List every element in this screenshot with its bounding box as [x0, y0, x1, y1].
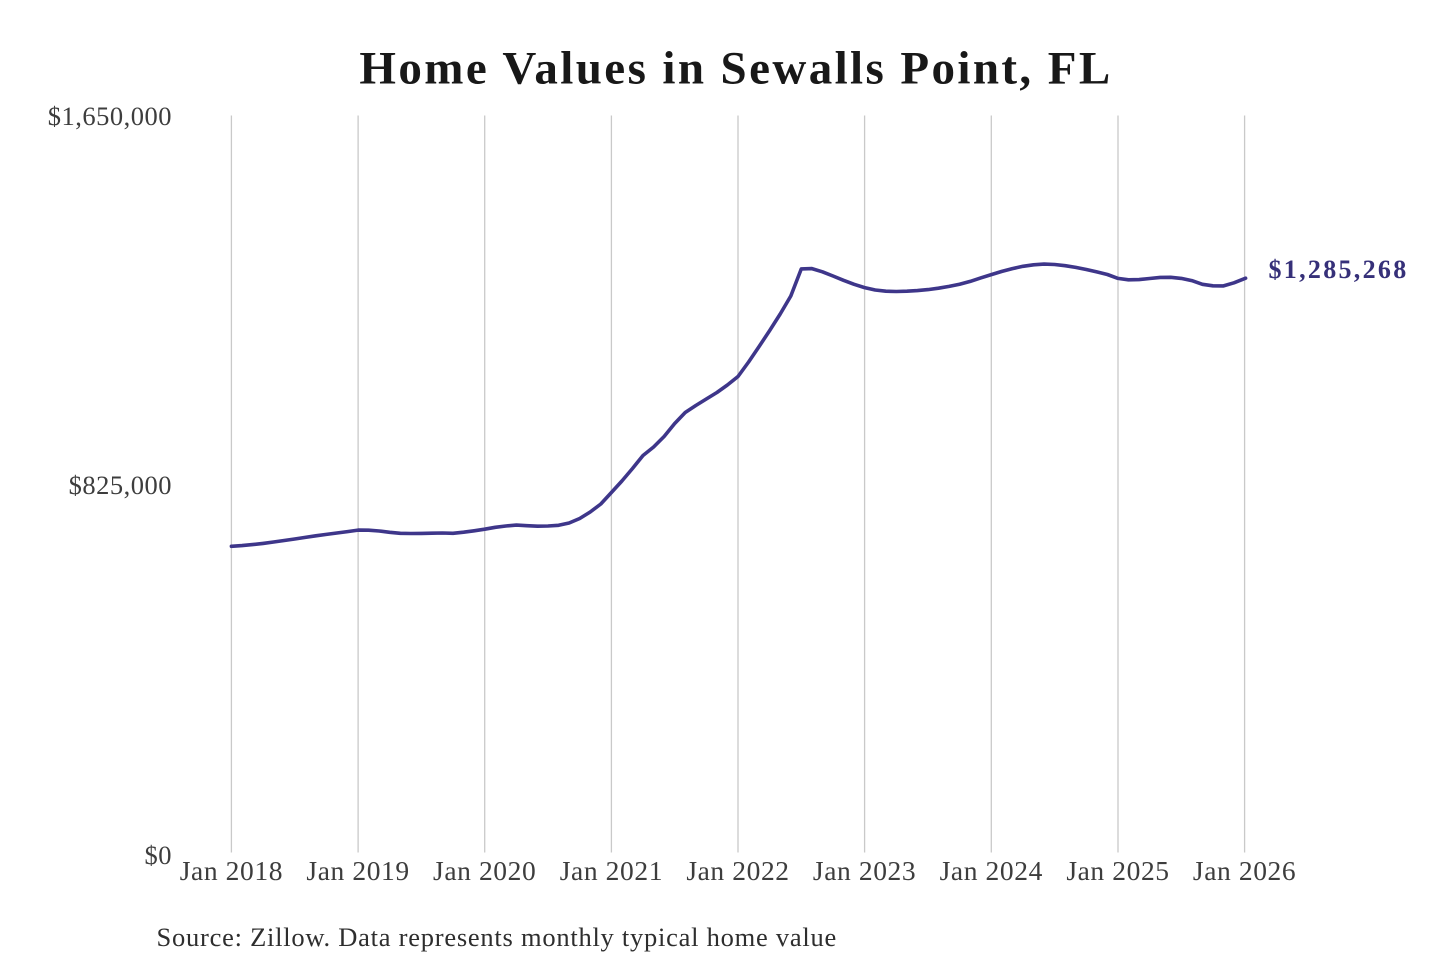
svg-text:$1,285,268: $1,285,268	[1269, 255, 1409, 284]
svg-text:Jan 2020: Jan 2020	[433, 855, 536, 886]
svg-text:Jan 2019: Jan 2019	[306, 855, 409, 886]
svg-text:Jan 2018: Jan 2018	[180, 855, 283, 886]
svg-text:Jan 2024: Jan 2024	[940, 855, 1043, 886]
svg-text:$0: $0	[145, 840, 173, 870]
svg-text:Jan 2022: Jan 2022	[686, 855, 789, 886]
svg-text:Jan 2021: Jan 2021	[560, 855, 663, 886]
svg-text:$825,000: $825,000	[69, 470, 172, 500]
svg-text:Home Values in Sewalls Point,: Home Values in Sewalls Point, FL	[359, 43, 1112, 95]
svg-text:Jan 2026: Jan 2026	[1193, 855, 1296, 886]
svg-text:Source: Zillow. Data represent: Source: Zillow. Data represents monthly …	[157, 922, 838, 952]
svg-text:$1,650,000: $1,650,000	[48, 101, 172, 131]
svg-text:Jan 2023: Jan 2023	[813, 855, 916, 886]
svg-text:Jan 2025: Jan 2025	[1066, 855, 1169, 886]
